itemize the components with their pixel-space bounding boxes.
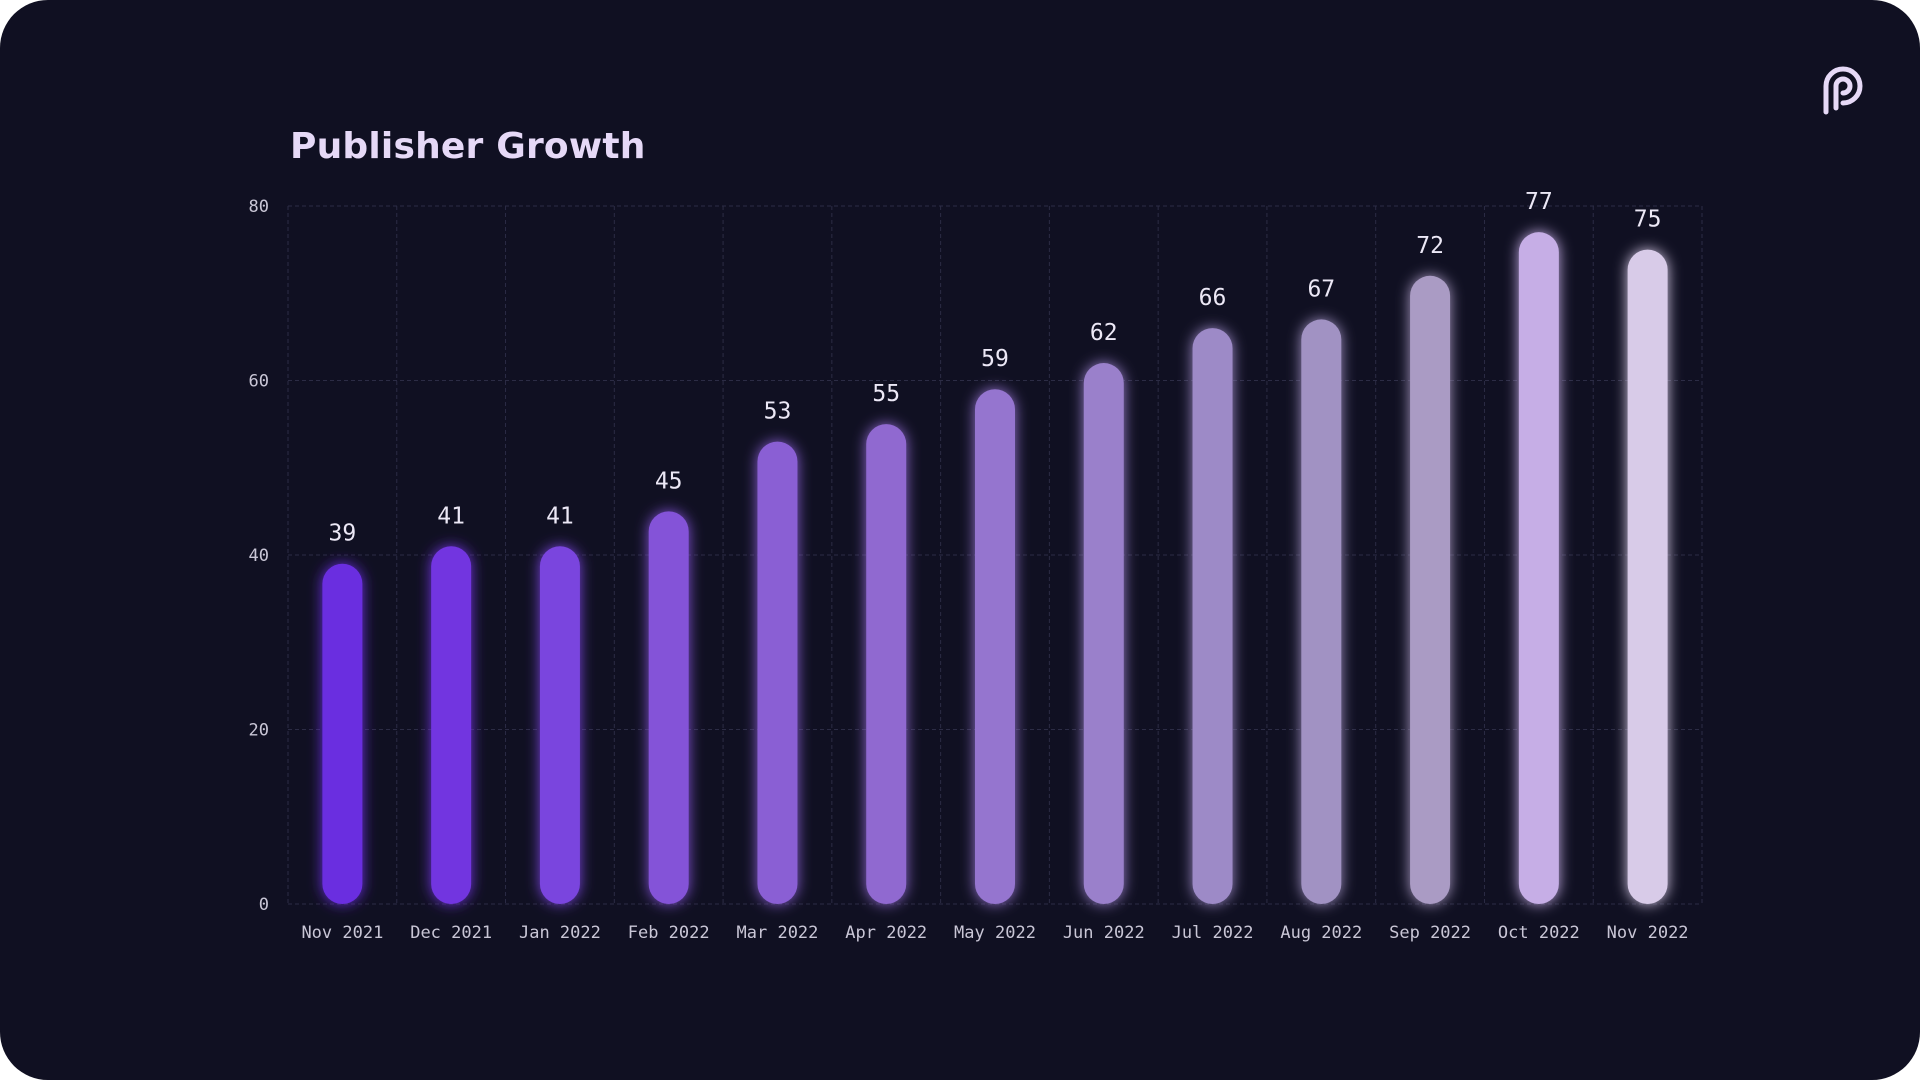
data-label: 59 bbox=[981, 346, 1009, 372]
bar bbox=[866, 424, 907, 904]
y-tick-label: 60 bbox=[249, 372, 269, 392]
y-tick-label: 20 bbox=[249, 721, 269, 741]
bar bbox=[1410, 275, 1451, 904]
x-tick-label: Jul 2022 bbox=[1172, 923, 1254, 943]
bar bbox=[1518, 232, 1559, 905]
data-label: 53 bbox=[764, 399, 792, 425]
data-label: 41 bbox=[546, 503, 574, 529]
bar bbox=[757, 441, 798, 904]
x-tick-label: Apr 2022 bbox=[845, 923, 927, 943]
data-label: 62 bbox=[1090, 320, 1118, 346]
bar bbox=[1301, 319, 1342, 904]
y-tick-label: 40 bbox=[249, 546, 269, 566]
x-tick-label: Mar 2022 bbox=[737, 923, 819, 943]
x-tick-label: Feb 2022 bbox=[628, 923, 710, 943]
data-label: 41 bbox=[437, 503, 465, 529]
x-axis-ticks: Nov 2021 Dec 2021 Jan 2022 Feb 2022 Mar 2022… bbox=[301, 923, 1688, 943]
data-label: 67 bbox=[1307, 276, 1335, 302]
bar bbox=[322, 563, 363, 904]
y-tick-label: 80 bbox=[249, 197, 269, 217]
bar bbox=[1083, 363, 1124, 904]
x-tick-label: Aug 2022 bbox=[1280, 923, 1362, 943]
p-logo-icon bbox=[1823, 66, 1863, 115]
x-tick-label: Dec 2021 bbox=[410, 923, 492, 943]
x-tick-label: Nov 2022 bbox=[1607, 923, 1689, 943]
data-label: 39 bbox=[329, 521, 357, 547]
bar bbox=[648, 511, 689, 904]
y-axis-ticks: 0 20 40 60 80 bbox=[249, 197, 269, 915]
data-label: 55 bbox=[872, 381, 900, 407]
data-label: 66 bbox=[1199, 285, 1227, 311]
bar bbox=[1627, 249, 1668, 904]
bar bbox=[431, 546, 472, 904]
y-tick-label: 0 bbox=[259, 895, 269, 915]
data-label: 77 bbox=[1525, 189, 1553, 215]
x-tick-label: Sep 2022 bbox=[1389, 923, 1471, 943]
bar bbox=[1192, 328, 1233, 904]
data-label: 75 bbox=[1634, 207, 1662, 233]
x-tick-label: Jun 2022 bbox=[1063, 923, 1145, 943]
bar bbox=[539, 546, 580, 904]
data-label: 72 bbox=[1416, 233, 1444, 259]
x-tick-label: Oct 2022 bbox=[1498, 923, 1580, 943]
x-tick-label: Nov 2021 bbox=[301, 923, 383, 943]
data-label: 45 bbox=[655, 468, 683, 494]
data-labels: 39 41 41 45 53 55 59 62 66 67 72 77 75 bbox=[329, 189, 1662, 547]
bar bbox=[975, 389, 1015, 905]
bars bbox=[322, 232, 1668, 905]
x-tick-label: Jan 2022 bbox=[519, 923, 601, 943]
chart-title: Publisher Growth bbox=[290, 126, 646, 167]
x-tick-label: May 2022 bbox=[954, 923, 1036, 943]
